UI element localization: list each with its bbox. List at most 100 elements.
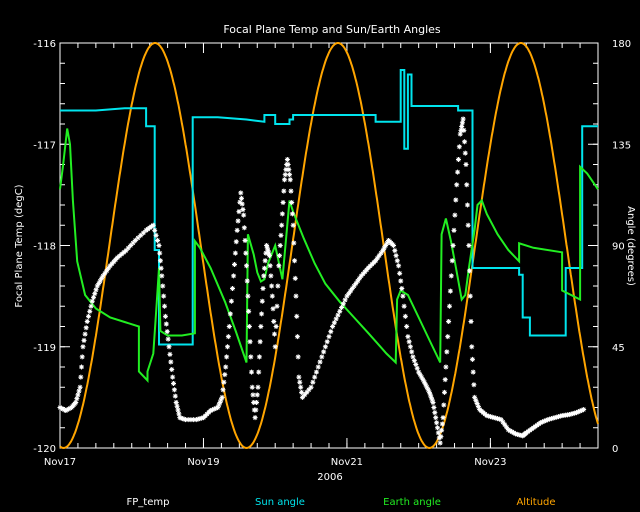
- point-fp_temp: [291, 240, 297, 246]
- point-fp_temp: [424, 384, 430, 390]
- point-fp_temp: [304, 389, 310, 395]
- point-fp_temp: [411, 358, 417, 364]
- point-fp_temp: [262, 258, 268, 264]
- point-fp_temp: [266, 250, 272, 256]
- point-fp_temp: [132, 237, 138, 243]
- point-fp_temp: [156, 243, 162, 248]
- point-fp_temp: [373, 258, 379, 264]
- point-fp_temp: [573, 410, 579, 416]
- point-fp_temp: [241, 225, 247, 231]
- point-fp_temp: [541, 418, 547, 424]
- point-fp_temp: [299, 389, 305, 395]
- point-fp_temp: [572, 410, 578, 416]
- point-fp_temp: [431, 405, 437, 410]
- point-fp_temp: [176, 411, 182, 417]
- y-tick-label: -116: [33, 39, 56, 50]
- point-fp_temp: [241, 212, 247, 218]
- point-fp_temp: [577, 408, 583, 414]
- point-fp_temp: [474, 400, 480, 406]
- point-fp_temp: [441, 389, 447, 395]
- point-fp_temp: [195, 416, 201, 422]
- point-fp_temp: [140, 230, 146, 236]
- point-fp_temp: [88, 303, 94, 309]
- point-fp_temp: [224, 354, 230, 360]
- point-fp_temp: [268, 273, 274, 279]
- point-fp_temp: [135, 235, 141, 241]
- point-fp_temp: [255, 384, 261, 390]
- point-fp_temp: [253, 407, 259, 413]
- point-fp_temp: [439, 421, 445, 427]
- point-fp_temp: [254, 392, 260, 398]
- point-fp_temp: [80, 344, 86, 350]
- point-fp_temp: [322, 344, 328, 350]
- point-fp_temp: [84, 318, 90, 324]
- point-fp_temp: [575, 409, 581, 415]
- point-fp_temp: [391, 243, 397, 248]
- point-fp_temp: [280, 199, 286, 205]
- point-fp_temp: [416, 369, 422, 375]
- point-fp_temp: [99, 275, 105, 281]
- point-fp_temp: [284, 156, 290, 162]
- point-fp_temp: [429, 397, 435, 403]
- point-fp_temp: [489, 414, 495, 420]
- point-fp_temp: [244, 278, 250, 284]
- point-fp_temp: [216, 402, 222, 408]
- point-fp_temp: [270, 306, 276, 312]
- x-tick-label: Nov19: [187, 457, 219, 468]
- point-fp_temp: [469, 344, 475, 350]
- point-fp_temp: [263, 250, 269, 256]
- point-fp_temp: [442, 377, 448, 383]
- point-fp_temp: [247, 339, 253, 345]
- point-fp_temp: [335, 312, 341, 318]
- point-fp_temp: [254, 399, 260, 405]
- point-fp_temp: [426, 389, 432, 395]
- point-fp_temp: [94, 283, 100, 289]
- point-fp_temp: [258, 324, 264, 329]
- y2-tick-label: 45: [612, 343, 625, 354]
- point-fp_temp: [91, 294, 97, 300]
- point-fp_temp: [234, 227, 240, 233]
- point-fp_temp: [227, 311, 233, 317]
- point-fp_temp: [277, 243, 283, 248]
- point-fp_temp: [117, 253, 123, 259]
- right-axis-ticks: 0 45 90 135 180: [588, 39, 631, 455]
- point-fp_temp: [513, 431, 519, 437]
- point-fp_temp: [380, 248, 386, 254]
- point-fp_temp: [498, 417, 504, 423]
- point-fp_temp: [455, 169, 461, 175]
- point-fp_temp: [298, 384, 304, 390]
- point-fp_temp: [548, 416, 554, 422]
- point-fp_temp: [328, 329, 334, 335]
- line-earth_angle: [59, 128, 599, 383]
- y-axis-label: Focal Plane Temp (degC): [14, 184, 25, 307]
- series-earth_angle: [59, 128, 599, 383]
- point-fp_temp: [230, 286, 236, 292]
- point-fp_temp: [157, 250, 163, 256]
- point-fp_temp: [349, 286, 355, 292]
- point-fp_temp: [451, 227, 457, 233]
- point-fp_temp: [188, 417, 194, 423]
- point-fp_temp: [376, 253, 382, 259]
- point-fp_temp: [257, 339, 263, 345]
- point-fp_temp: [79, 364, 85, 370]
- point-fp_temp: [79, 354, 85, 360]
- point-fp_temp: [105, 265, 111, 271]
- point-fp_temp: [276, 263, 282, 269]
- point-fp_temp: [504, 424, 510, 430]
- point-fp_temp: [248, 354, 254, 360]
- point-fp_temp: [295, 354, 301, 360]
- point-fp_temp: [102, 270, 108, 276]
- point-fp_temp: [275, 283, 281, 289]
- point-fp_temp: [158, 265, 164, 271]
- series-fp_temp: [57, 116, 587, 446]
- point-fp_temp: [225, 334, 231, 340]
- legend-item-0: FP_temp: [127, 497, 170, 508]
- point-fp_temp: [181, 416, 187, 422]
- point-fp_temp: [292, 275, 298, 281]
- point-fp_temp: [326, 334, 332, 340]
- point-fp_temp: [228, 298, 234, 304]
- point-fp_temp: [438, 434, 444, 440]
- point-fp_temp: [92, 291, 98, 297]
- x-tick-label: Nov21: [331, 457, 363, 468]
